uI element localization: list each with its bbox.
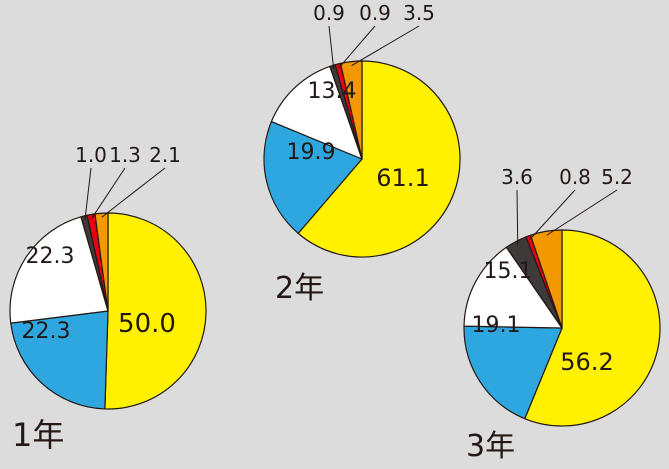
slice-label-2-4: 0.9 xyxy=(313,1,345,25)
slice-label-1-1: 50.0 xyxy=(118,309,176,339)
slice-label-2-1: 61.1 xyxy=(376,164,429,192)
chart-title-3: 3年 xyxy=(466,429,515,464)
slice-label-3-6: 5.2 xyxy=(601,165,633,189)
slice-label-1-3: 22.3 xyxy=(26,244,75,269)
slice-label-1-6: 2.1 xyxy=(149,143,181,167)
pie-slice-1-2 xyxy=(10,310,109,410)
chart-title-1: 1年 xyxy=(12,416,64,454)
slice-label-3-1: 56.2 xyxy=(560,348,613,376)
leader-line-3-6 xyxy=(546,189,618,236)
leader-line-1-6 xyxy=(101,167,166,218)
pie-slice-3-2 xyxy=(463,325,563,420)
leader-line-3-4 xyxy=(516,189,519,246)
leader-line-1-4 xyxy=(84,167,92,220)
pie-slice-3-1 xyxy=(524,229,661,427)
pie-slice-3-3 xyxy=(463,246,563,329)
pie-slice-2-3 xyxy=(270,65,363,160)
leader-line-2-6 xyxy=(351,25,420,67)
pie-chart-1: 50.0 22.3 22.3 1.0 1.3 2.1 1年 xyxy=(9,143,207,454)
pie-slice-3-6 xyxy=(529,229,563,329)
pie-chart-2: 61.1 19.9 13.4 0.9 0.9 3.5 2年 xyxy=(263,1,461,306)
slice-label-1-2: 22.3 xyxy=(22,319,71,344)
slice-label-2-3: 13.4 xyxy=(308,79,357,104)
slice-label-2-5: 0.9 xyxy=(359,1,391,25)
leader-line-1-5 xyxy=(91,167,126,219)
pie-slice-2-6 xyxy=(339,60,363,160)
chart-title-2: 2年 xyxy=(275,271,324,306)
slice-label-3-2: 19.1 xyxy=(472,313,521,338)
leader-line-2-5 xyxy=(338,25,376,69)
slice-label-2-6: 3.5 xyxy=(403,1,435,25)
slice-label-3-3: 15.1 xyxy=(484,259,533,284)
slice-label-1-5: 1.3 xyxy=(109,143,141,167)
pie-slice-1-3 xyxy=(9,216,109,324)
slice-label-2-2: 19.9 xyxy=(287,140,336,165)
slice-label-3-5: 0.8 xyxy=(559,165,591,189)
pie-slice-2-1 xyxy=(297,60,461,258)
pie-slice-1-1 xyxy=(104,212,207,410)
pie-chart-3: 56.2 19.1 15.1 3.6 0.8 5.2 3年 xyxy=(463,165,661,464)
leader-line-2-4 xyxy=(328,25,335,70)
slice-label-3-4: 3.6 xyxy=(501,165,533,189)
leader-line-3-5 xyxy=(529,189,576,241)
slice-label-1-4: 1.0 xyxy=(75,143,107,167)
